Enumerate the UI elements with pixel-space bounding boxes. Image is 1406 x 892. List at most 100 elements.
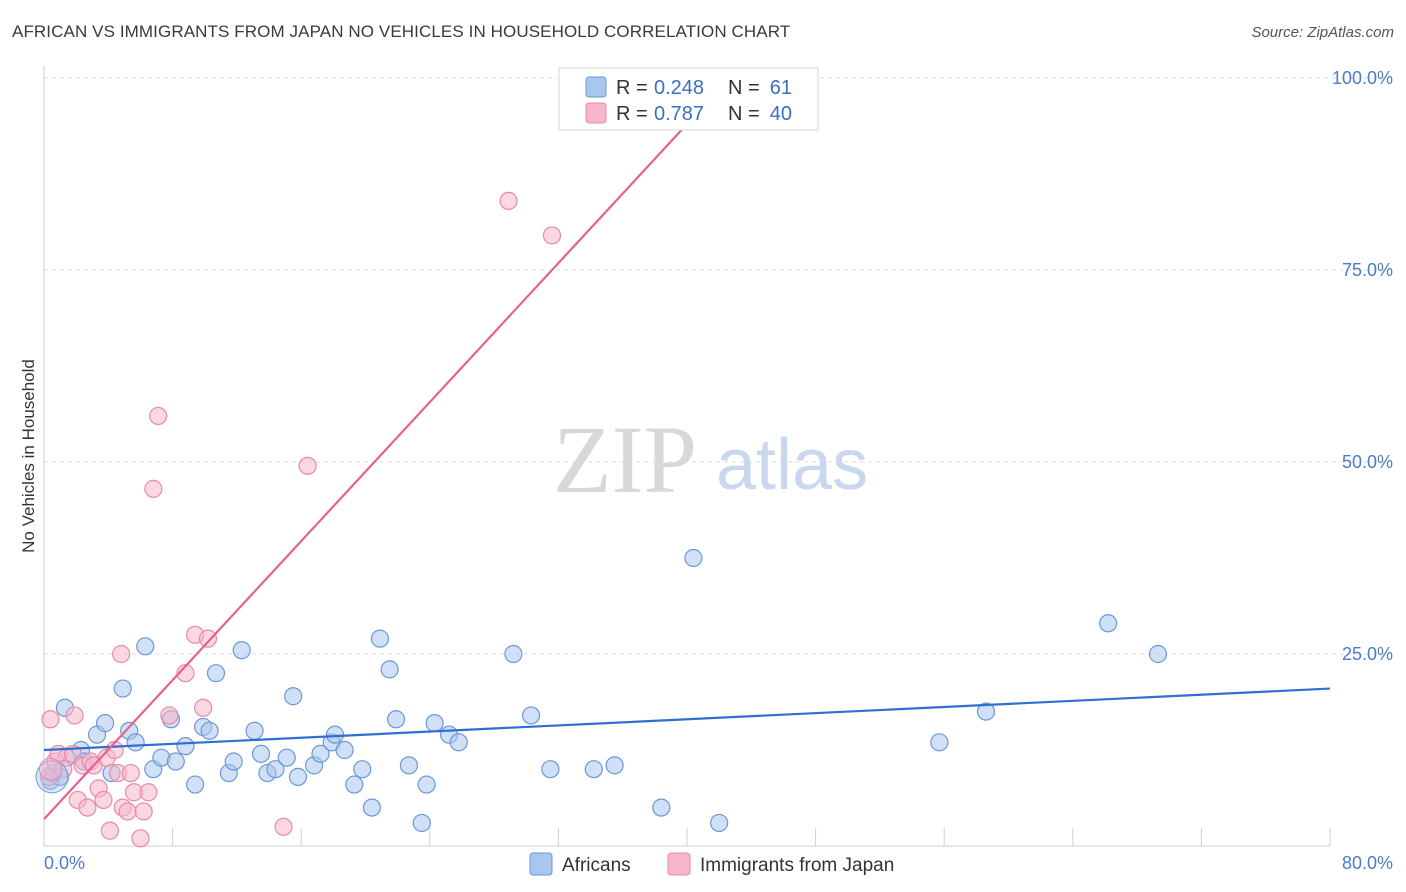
point-africans-58	[930, 733, 949, 752]
point-japan-6	[65, 706, 84, 725]
legend-n-value-1: 61	[770, 77, 792, 99]
legend-r-value-1: 0.248	[654, 77, 704, 99]
legend-r-value-2: 0.787	[654, 103, 704, 125]
point-japan-28	[160, 706, 179, 725]
point-africans-26	[245, 721, 264, 740]
point-africans-cluster	[35, 760, 69, 794]
point-africans-29	[266, 760, 285, 779]
legend-swatch-japan	[585, 102, 607, 124]
point-japan-23	[131, 829, 150, 848]
trend-line-japan	[43, 123, 688, 820]
legend-bottom: Africans Immigrants from Japan	[529, 852, 894, 876]
y-tick-label-1: 50.0%	[1342, 452, 1393, 472]
point-africans-57	[710, 813, 729, 833]
point-africans-49	[449, 733, 468, 752]
point-japan-26	[144, 479, 163, 498]
point-africans-21	[200, 721, 219, 740]
point-japan-13	[94, 790, 113, 810]
legend-bottom-label-japan: Immigrants from Japan	[700, 855, 894, 876]
point-japan-31	[194, 698, 213, 717]
point-japan-27	[149, 406, 168, 426]
point-africans-37	[335, 740, 354, 760]
legend-bottom-swatch-africans	[529, 852, 553, 876]
x-tick-label-0: 0.0%	[44, 853, 85, 873]
point-africans-36	[325, 725, 345, 744]
point-africans-60	[1099, 614, 1118, 633]
watermark: ZIP atlas	[553, 406, 868, 513]
legend-r-label-2: R =	[616, 103, 648, 125]
point-africans-59	[976, 702, 996, 721]
point-japan-33	[274, 817, 293, 836]
gridlines	[44, 77, 1392, 655]
point-japan-18	[112, 644, 131, 664]
point-japan-21	[121, 763, 140, 783]
point-africans-18	[176, 737, 195, 756]
tick-labels: 25.0% 50.0% 75.0% 100.0% 0.0% 80.0%	[44, 68, 1393, 873]
point-africans-32	[288, 767, 308, 786]
point-japan-0	[39, 767, 58, 786]
y-tick-label-2: 75.0%	[1342, 260, 1393, 280]
trend-line-africans	[43, 687, 1331, 752]
point-africans-46	[417, 775, 436, 794]
watermark-zip: ZIP	[553, 406, 697, 513]
legend-n-label-2: N =	[728, 103, 760, 125]
legend-top: R = 0.248 N = 61 R = 0.787 N = 40	[558, 67, 819, 131]
chart-title: AFRICAN VS IMMIGRANTS FROM JAPAN NO VEHI…	[12, 22, 791, 41]
point-africans-42	[380, 660, 399, 679]
point-japan-34	[298, 456, 317, 475]
legend-swatch-africans	[585, 76, 607, 98]
point-japan-1	[41, 710, 60, 729]
trend-lines	[43, 123, 1331, 820]
point-africans-27	[251, 744, 271, 763]
point-africans-61	[1148, 644, 1168, 664]
point-africans-30	[277, 748, 296, 767]
y-axis-label: No Vehicles in Household	[19, 359, 38, 553]
y-tick-label-0: 25.0%	[1342, 644, 1393, 664]
watermark-atlas: atlas	[716, 425, 868, 505]
point-africans-43	[386, 710, 406, 729]
point-japan-36	[542, 226, 562, 245]
x-tick-label-1: 80.0%	[1342, 853, 1393, 873]
point-africans-31	[284, 687, 303, 706]
point-africans-55	[652, 798, 671, 817]
point-africans-12	[126, 733, 145, 752]
point-japan-9	[78, 798, 97, 817]
point-africans-8	[95, 714, 115, 733]
data-points	[35, 191, 1168, 848]
point-japan-24	[134, 802, 153, 821]
point-africans-39	[353, 760, 372, 779]
point-africans-34	[311, 744, 330, 763]
point-africans-22	[206, 664, 226, 683]
legend-r-label-1: R =	[616, 77, 648, 99]
point-africans-44	[399, 756, 419, 775]
point-africans-45	[412, 813, 431, 833]
point-africans-38	[345, 775, 364, 794]
point-africans-13	[136, 637, 155, 656]
point-africans-17	[166, 752, 185, 771]
point-africans-52	[541, 760, 560, 779]
point-africans-54	[605, 756, 624, 775]
point-africans-24	[224, 752, 243, 771]
point-japan-20	[118, 802, 137, 821]
point-africans-56	[684, 548, 703, 568]
point-africans-51	[521, 706, 541, 725]
source-credit: Source: ZipAtlas.com	[1251, 24, 1394, 41]
legend-bottom-swatch-japan	[667, 852, 691, 876]
point-africans-47	[425, 714, 444, 733]
point-africans-50	[504, 644, 523, 664]
point-japan-35	[499, 191, 518, 210]
y-tick-label-3: 100.0%	[1332, 68, 1393, 88]
legend-bottom-label-africans: Africans	[562, 855, 631, 876]
point-africans-10	[113, 679, 132, 698]
point-africans-40	[362, 798, 382, 817]
point-africans-19	[186, 775, 205, 794]
legend-n-value-2: 40	[770, 103, 792, 125]
point-africans-53	[584, 760, 603, 779]
point-africans-25	[232, 641, 251, 660]
point-japan-32	[198, 629, 218, 648]
point-japan-15	[100, 821, 120, 840]
point-japan-cluster	[38, 757, 62, 781]
legend-n-label-1: N =	[728, 77, 760, 99]
point-japan-25	[139, 783, 158, 802]
